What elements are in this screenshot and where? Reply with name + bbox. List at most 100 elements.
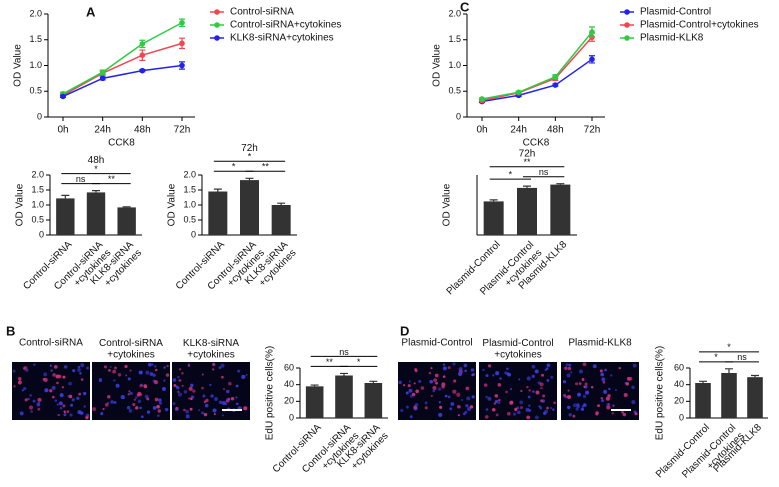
cell-nucleus	[599, 369, 603, 373]
cell-nucleus	[157, 409, 161, 413]
cell-nucleus	[495, 371, 500, 376]
cell-nucleus	[135, 396, 138, 399]
cell-nucleus	[409, 415, 413, 419]
cell-nucleus	[437, 387, 442, 391]
cell-nucleus	[27, 397, 30, 400]
cell-nucleus	[67, 395, 70, 398]
cell-nucleus	[540, 399, 544, 403]
cell-nucleus	[139, 406, 142, 410]
cell-nucleus	[139, 393, 143, 397]
cell-nucleus	[158, 398, 162, 402]
cell-nucleus	[109, 365, 112, 369]
cell-nucleus	[482, 368, 485, 372]
cell-nucleus	[28, 405, 34, 410]
data-point	[99, 69, 106, 75]
significance-label: *	[232, 162, 236, 172]
cell-nucleus	[550, 375, 554, 379]
cell-nucleus	[22, 367, 26, 370]
cell-nucleus	[444, 394, 448, 398]
significance-label: ns	[76, 174, 86, 184]
cell-nucleus	[58, 401, 63, 406]
legend-marker	[624, 22, 630, 28]
y-tick-label: 1.5	[183, 184, 196, 194]
cell-nucleus	[582, 394, 587, 399]
cell-nucleus	[146, 397, 150, 401]
cell-nucleus	[77, 368, 81, 372]
bar	[550, 184, 571, 235]
cell-nucleus	[138, 370, 143, 375]
cell-nucleus	[175, 406, 179, 410]
cell-nucleus	[434, 373, 439, 378]
cell-nucleus	[203, 412, 208, 417]
cell-nucleus	[526, 376, 531, 381]
cell-nucleus	[190, 397, 193, 401]
cell-nucleus	[498, 398, 501, 402]
cell-nucleus	[78, 392, 82, 396]
y-tick-label: 1.0	[183, 199, 196, 209]
y-tick-label: 1.5	[448, 34, 461, 44]
cell-nucleus	[485, 408, 489, 411]
cell-nucleus	[164, 407, 169, 412]
cell-nucleus	[56, 403, 59, 406]
cell-nucleus	[12, 369, 16, 373]
cell-nucleus	[572, 403, 577, 408]
significance-label: *	[714, 352, 718, 362]
y-tick-label: 0.5	[448, 86, 461, 96]
cell-nucleus	[112, 369, 116, 374]
cell-nucleus	[604, 368, 607, 372]
series-line	[481, 36, 593, 102]
cell-nucleus	[485, 395, 488, 399]
cell-nucleus	[545, 367, 549, 371]
cell-nucleus	[54, 399, 58, 402]
cell-nucleus	[538, 405, 541, 408]
cell-nucleus	[470, 368, 475, 372]
cell-nucleus	[49, 364, 52, 367]
legend-label: Control-siRNA+cytokines	[230, 20, 341, 31]
cell-nucleus	[226, 389, 230, 394]
cell-nucleus	[212, 363, 216, 367]
significance-label: **	[326, 357, 334, 367]
cell-nucleus	[497, 401, 501, 405]
cell-nucleus	[430, 367, 433, 370]
cell-nucleus	[204, 403, 209, 408]
y-tick-label: 1.5	[29, 34, 42, 44]
y-axis-label: EdU positive cells(%)	[265, 346, 276, 440]
cell-nucleus	[472, 372, 476, 376]
series-line	[62, 42, 183, 97]
cell-nucleus	[483, 383, 488, 387]
cell-nucleus	[430, 394, 433, 397]
cell-nucleus	[227, 397, 231, 401]
cell-nucleus	[33, 363, 36, 366]
cell-nucleus	[528, 389, 531, 392]
cell-nucleus	[485, 374, 489, 378]
cell-nucleus	[518, 378, 521, 381]
cell-nucleus	[72, 369, 76, 373]
cell-nucleus	[209, 383, 212, 387]
cell-nucleus	[192, 389, 196, 393]
cell-nucleus	[567, 366, 572, 371]
cell-nucleus	[188, 386, 193, 391]
bar	[364, 383, 383, 418]
cell-nucleus	[584, 382, 588, 386]
y-tick-label: 2.0	[31, 169, 44, 179]
cell-nucleus	[175, 385, 178, 388]
cell-nucleus	[190, 383, 194, 387]
bar	[271, 205, 291, 235]
cell-nucleus	[562, 393, 567, 397]
cell-nucleus	[514, 407, 518, 411]
cell-nucleus	[235, 396, 238, 399]
cell-nucleus	[579, 369, 583, 374]
data-point	[552, 74, 559, 80]
cell-nucleus	[113, 379, 116, 382]
cell-nucleus	[29, 394, 32, 397]
cell-nucleus	[129, 369, 132, 372]
cell-nucleus	[68, 381, 72, 386]
cell-nucleus	[129, 391, 133, 395]
cell-nucleus	[198, 409, 201, 412]
cell-nucleus	[608, 387, 611, 391]
cell-nucleus	[113, 401, 117, 404]
cell-nucleus	[463, 363, 468, 368]
y-tick-label: 60	[284, 362, 294, 372]
cell-nucleus	[447, 395, 451, 399]
cell-nucleus	[465, 404, 469, 408]
